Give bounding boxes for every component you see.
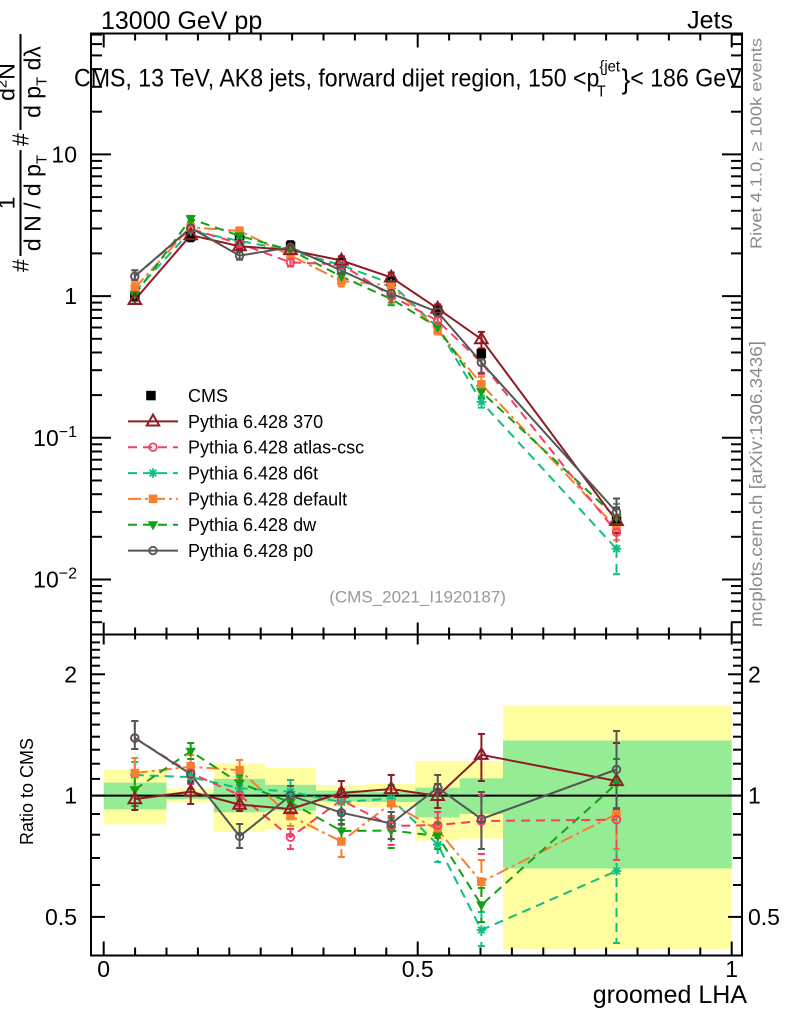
svg-text:Pythia 6.428 atlas-csc: Pythia 6.428 atlas-csc [188, 438, 364, 458]
svg-text:1: 1 [725, 956, 738, 982]
svg-text:d N / d pT: d N / d pT [20, 155, 51, 251]
svg-text:0: 0 [97, 956, 110, 982]
svg-text:1: 1 [64, 783, 77, 809]
svg-text:#: # [8, 259, 34, 272]
svg-text:(CMS_2021_I1920187): (CMS_2021_I1920187) [329, 588, 506, 607]
svg-text:1: 1 [748, 783, 761, 809]
svg-text:0.5: 0.5 [402, 956, 434, 982]
svg-text:Ratio to CMS: Ratio to CMS [17, 738, 37, 845]
svg-text:Pythia 6.428 370: Pythia 6.428 370 [188, 412, 323, 432]
svg-text:CMS: CMS [188, 386, 228, 406]
svg-text:Jets: Jets [687, 7, 733, 35]
svg-text:d2N: d2N [0, 63, 20, 101]
svg-text:1: 1 [64, 283, 77, 309]
svg-text:Rivet 4.1.0, ≥ 100k events: Rivet 4.1.0, ≥ 100k events [749, 38, 766, 249]
svg-text:0.5: 0.5 [748, 904, 780, 930]
svg-text:1: 1 [0, 197, 20, 210]
svg-text:10: 10 [51, 141, 77, 167]
svg-text:2: 2 [748, 661, 761, 687]
svg-text:0.5: 0.5 [45, 904, 77, 930]
svg-text:Pythia 6.428 p0: Pythia 6.428 p0 [188, 541, 313, 561]
svg-text:#: # [8, 133, 34, 146]
svg-text:mcplots.cern.ch [arXiv:1306.34: mcplots.cern.ch [arXiv:1306.3436] [746, 341, 766, 627]
svg-text:Pythia 6.428 default: Pythia 6.428 default [188, 489, 347, 509]
svg-text:2: 2 [64, 661, 77, 687]
svg-text:groomed LHA: groomed LHA [593, 981, 748, 1009]
svg-text:13000 GeV pp: 13000 GeV pp [101, 7, 262, 35]
svg-text:Pythia 6.428 dw: Pythia 6.428 dw [188, 515, 317, 535]
svg-text:Pythia 6.428 d6t: Pythia 6.428 d6t [188, 464, 318, 484]
